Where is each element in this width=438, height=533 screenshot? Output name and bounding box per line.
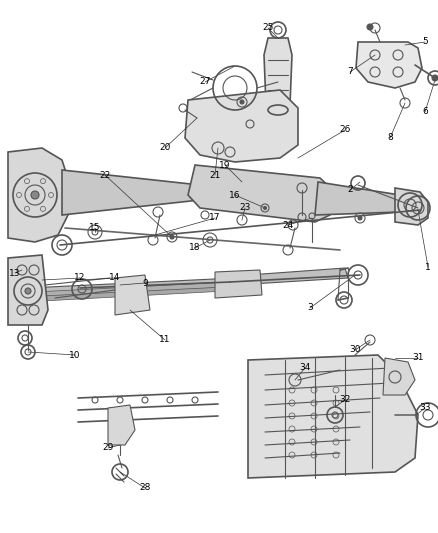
Polygon shape — [8, 148, 70, 242]
Polygon shape — [185, 90, 298, 162]
Circle shape — [25, 288, 31, 294]
Circle shape — [170, 235, 174, 239]
Text: 21: 21 — [209, 171, 221, 180]
Polygon shape — [62, 170, 200, 215]
Text: 27: 27 — [199, 77, 211, 86]
Text: 10: 10 — [69, 351, 81, 359]
Text: 13: 13 — [9, 269, 21, 278]
Text: 28: 28 — [139, 483, 151, 492]
Text: 11: 11 — [159, 335, 171, 344]
Text: 33: 33 — [419, 403, 431, 413]
Circle shape — [240, 100, 244, 104]
Polygon shape — [35, 282, 232, 298]
Text: 29: 29 — [102, 443, 114, 453]
Polygon shape — [248, 355, 418, 478]
Text: 2: 2 — [347, 185, 353, 195]
Circle shape — [432, 75, 438, 81]
Polygon shape — [383, 358, 415, 395]
Polygon shape — [28, 278, 238, 295]
Text: 16: 16 — [229, 190, 241, 199]
Text: 7: 7 — [347, 68, 353, 77]
Text: 9: 9 — [142, 279, 148, 287]
Text: 12: 12 — [74, 273, 86, 282]
Polygon shape — [8, 255, 48, 325]
Text: 23: 23 — [239, 204, 251, 213]
Text: 1: 1 — [425, 262, 431, 271]
Polygon shape — [356, 42, 422, 88]
Text: 3: 3 — [307, 303, 313, 312]
Text: 18: 18 — [189, 244, 201, 253]
Text: 8: 8 — [387, 133, 393, 142]
Circle shape — [264, 206, 266, 209]
Circle shape — [367, 24, 373, 30]
Text: 32: 32 — [339, 395, 351, 405]
Polygon shape — [315, 182, 400, 215]
Text: 24: 24 — [283, 221, 293, 230]
Text: 6: 6 — [422, 108, 428, 117]
Polygon shape — [188, 165, 335, 222]
Polygon shape — [115, 275, 150, 315]
Polygon shape — [215, 270, 262, 298]
Polygon shape — [108, 405, 135, 445]
Text: 25: 25 — [262, 23, 274, 33]
Polygon shape — [395, 188, 428, 225]
Polygon shape — [235, 268, 348, 285]
Text: 19: 19 — [219, 160, 231, 169]
Text: 30: 30 — [349, 345, 361, 354]
Text: 5: 5 — [422, 37, 428, 46]
Text: 20: 20 — [159, 143, 171, 152]
Text: 34: 34 — [299, 364, 311, 373]
Polygon shape — [264, 38, 292, 105]
Text: 31: 31 — [412, 353, 424, 362]
Text: 26: 26 — [339, 125, 351, 134]
Circle shape — [358, 216, 362, 220]
Text: 17: 17 — [209, 214, 221, 222]
Text: 14: 14 — [110, 273, 121, 282]
Text: 22: 22 — [99, 171, 111, 180]
Text: 15: 15 — [89, 223, 101, 232]
Polygon shape — [42, 287, 226, 301]
Circle shape — [31, 191, 39, 199]
